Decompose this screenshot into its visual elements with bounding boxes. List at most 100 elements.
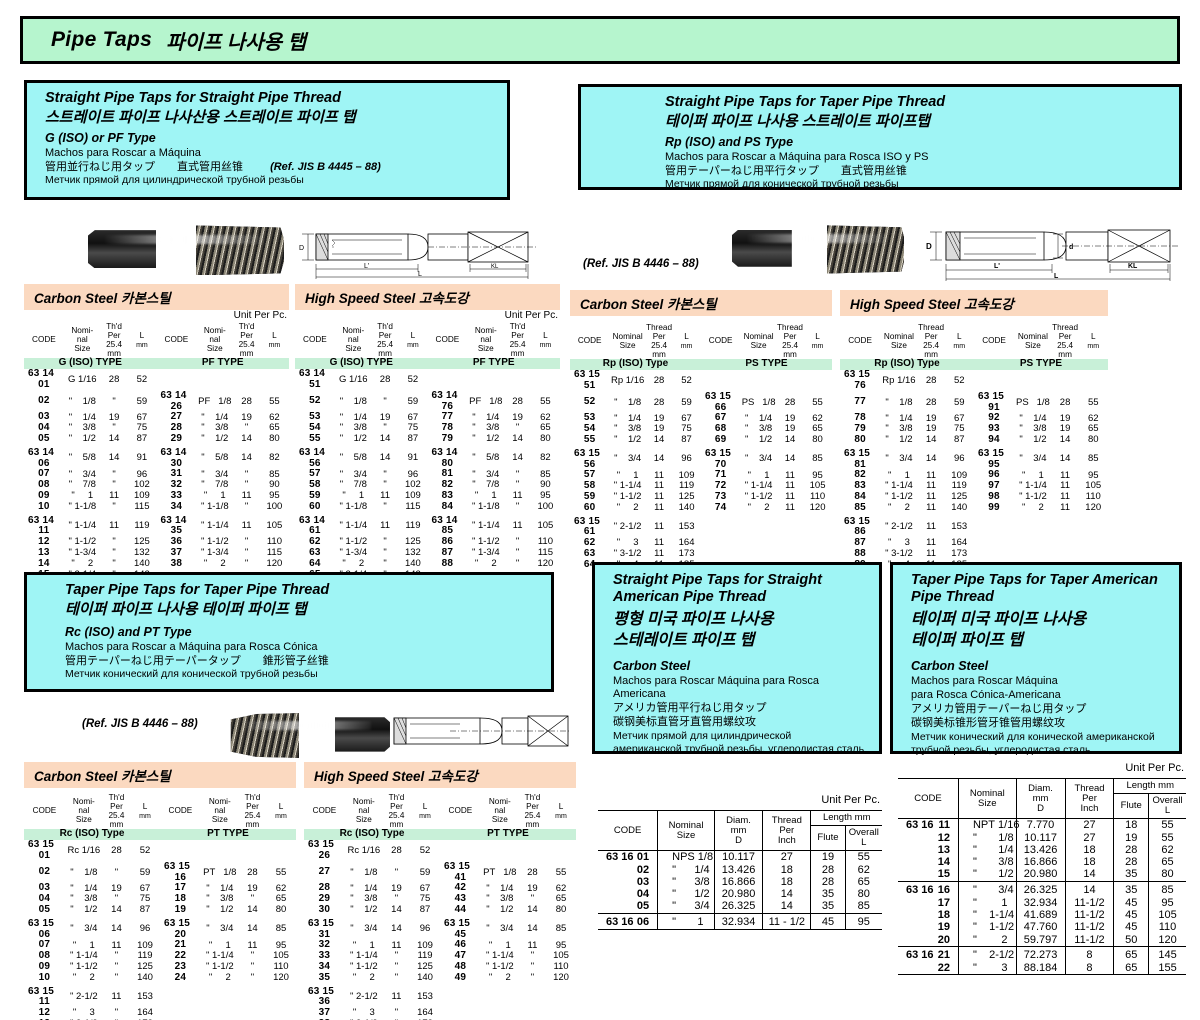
cell-length: 115 [537,547,553,559]
cell-length: 119 [137,950,153,962]
cell-length: 125 [951,491,968,503]
table-row: 63 15 11 " 2-1/2 11 153 [24,985,296,1009]
table-row: 12 " 1/8 10.117 27 19 55 [898,831,1186,844]
cell-code: 02 [38,395,50,407]
cell-overall: 155 [1148,961,1186,974]
cell-nominal-size: " 3/4 [206,923,234,935]
cell-nominal-size: " 1 [616,469,639,481]
table-block-hss-g-pf: High Speed Steel 고속도강 Unit Per Pc. CODE N… [295,284,560,648]
table-row: 10 " 2 " 140 24 " 2 " 120 [24,971,296,984]
cell-code: 63 14 76 [431,389,458,412]
cell-threads: " [112,547,116,559]
cell-length: 55 [1087,396,1099,408]
cell-overall: 55 [1148,831,1186,844]
table-header-row: CODE Nominal Size Diam. mm D Thread Per Inch Leng… [898,777,1186,820]
table-row: 80 " 1/2 14 87 94 " 1/2 14 80 [840,434,1108,446]
cell-code: 63 14 56 [299,446,326,469]
cell-threads: 14 [527,923,538,935]
cell-nominal-size: " 1-1/2 [885,491,913,503]
cell-code: 63 15 11 [28,985,55,1008]
cell-code: 63 15 86 [844,515,871,538]
cell-code: 67 [714,412,727,424]
cell-nominal-size: " 3/4 [68,468,96,480]
cell-nominal-size [740,538,777,549]
table-row: 63 15 31 " 3/4 14 96 63 15 45 " 3/4 14 85 [304,917,576,941]
cell-nominal-size: Rp 1/16 [882,374,916,386]
cell-code: 58 [309,479,321,491]
column-header-code: CODE [898,777,959,820]
cell-nominal-size: " 2 [203,558,226,570]
cell-code: 63 14 06 [28,446,55,469]
cell-nominal-size: " 1-1/4 [70,950,98,962]
tap-dimension-diagram-1: D L' L KL [288,222,540,282]
cell-threads: 14 [512,433,523,445]
cell-length: 90 [540,479,551,491]
cell-threads: " [112,501,116,513]
cell-code: 18 [937,908,950,921]
diagram1-label-L: L [418,271,422,278]
type-right: PF TYPE [156,358,289,370]
cell-nominal-size: " 1/8 [68,395,96,407]
cell-code: 12 [937,831,950,844]
column-header: Thread Per 25.4 mm [1052,323,1079,359]
cell-code: 28 [318,882,331,894]
cell-code: 63 15 31 [308,917,335,940]
column-header: Th'd Per 25.4 mm [108,793,125,829]
cell-code: 44 [454,904,467,916]
cell-nominal-size: " 1/8 [70,866,98,878]
cell-code: 63 15 45 [443,917,470,940]
cell-nominal-size: " 1-3/4 [471,547,500,559]
cell-nominal-size: " 3/8 [885,423,913,435]
cell-nominal-size: " 3 [957,961,1017,974]
page-title-kr: 파이프 나사용 탭 [166,31,307,54]
table-row: 55 " 1/2 14 87 69 " 1/2 14 80 [570,434,832,446]
table-row: 60 " 1-1/8 " 115 84 " 1-1/8 " 100 [295,501,560,513]
table-row: 59 " 1 11 109 83 " 1 11 95 [295,490,560,502]
cell-nominal-size: " 1/2 [350,904,378,916]
cell-length: 125 [404,536,421,548]
table-block-npt: Unit Per Pc. CODE Nominal Size Diam. mm D Thre… [898,762,1186,975]
table-row: 12 " 3 " 164 [24,1007,296,1019]
cell-threads: " [244,501,249,513]
column-header: Th'd Per 25.4 mm [509,322,526,358]
cell-length: 110 [809,491,826,503]
cell-threads [1052,538,1079,549]
cell-code: 63 14 11 [28,514,55,537]
cell-code [701,517,740,539]
cell-threads [777,538,803,549]
cell-code: 63 15 70 [704,447,731,470]
cell-code: 63 15 20 [163,917,190,940]
cell-code [160,1008,201,1019]
cell-overall: 65 [1148,856,1186,869]
cell-length: 140 [678,502,695,514]
cell-length: 55 [555,866,567,878]
cell-diameter: 26.325 [713,900,763,913]
cell-nominal-size: " 2 [616,502,639,514]
cell-nominal-size: " 2 [208,972,231,984]
cell-nominal-size [1014,370,1052,392]
column-header: Th'd Per 25.4 mm [388,793,405,829]
cell-length: 109 [133,490,150,502]
cell-threads: 14 [111,923,122,935]
table-row: 62 " 1-1/2 " 125 86 " 1-1/2 " 110 [295,536,560,548]
cell-code: 10 [38,971,51,983]
cell-threads: " [114,950,119,962]
cell-nominal-size: " 3/4 [657,900,715,913]
header5-title-kr-1: 테이퍼 미국 파이프 나사용 [911,611,1087,629]
cell-threads: " [383,422,387,434]
cell-code: 08 [38,950,51,962]
unit-label-2: Unit Per Pc. [504,310,558,321]
table-row: 33 " 1-1/4 " 119 47 " 1-1/4 " 105 [304,950,576,962]
header2-title-en: Straight Pipe Taps for Taper Pipe Thread [665,94,946,110]
cell-length: 120 [266,558,283,570]
cell-nominal-size: " 1/4 [745,412,773,424]
cell-length: 102 [404,479,421,491]
header-ref: (Ref. JIS B 4445 – 88) [270,160,381,173]
cell-nominal-size: " 1/8 [614,396,642,408]
cell-nominal-size: " 1-1/4 [485,950,514,962]
cell-overall: 120 [1148,933,1186,946]
cell-threads: " [244,536,249,548]
